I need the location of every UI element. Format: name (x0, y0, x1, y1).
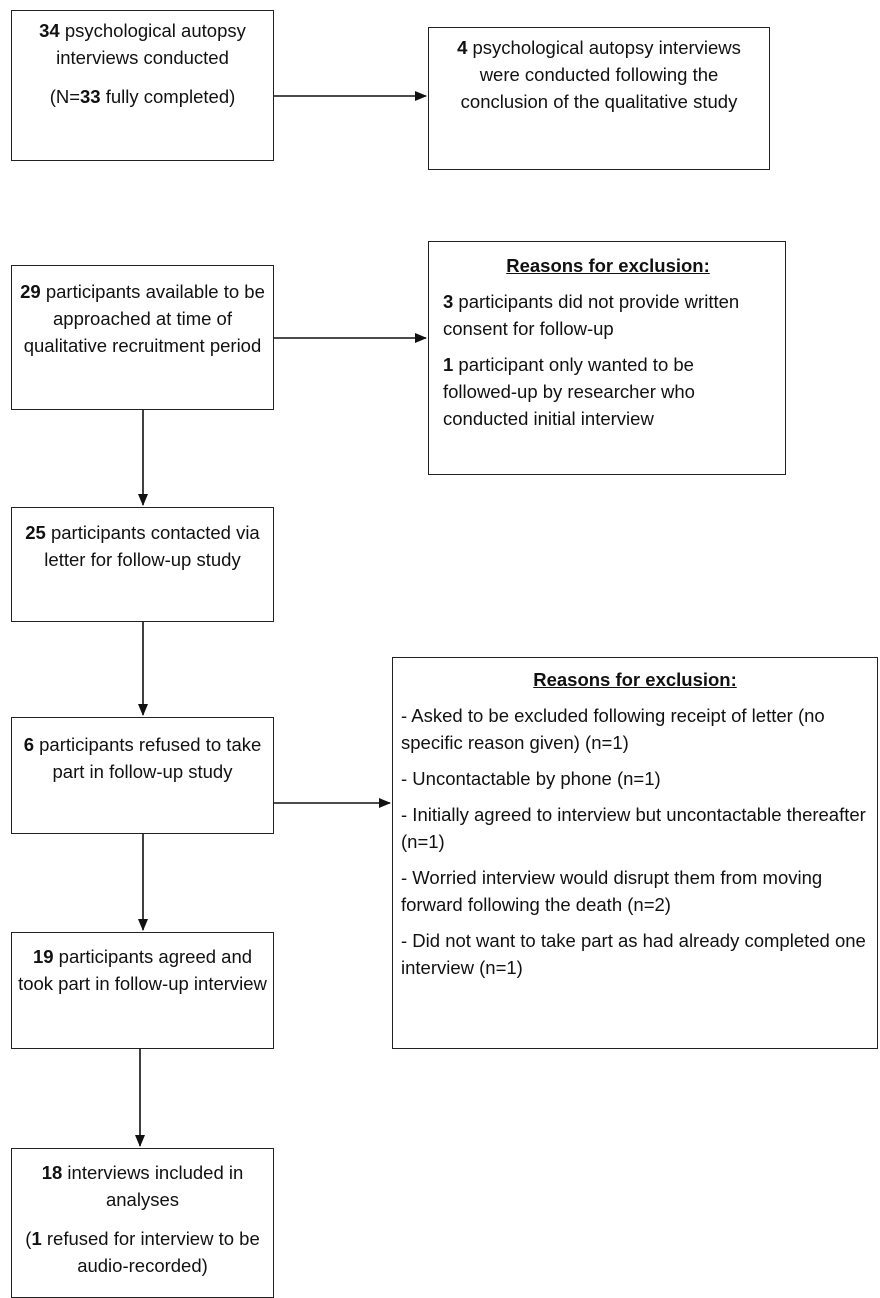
interviews-conducted-text: 34 psychological autopsy interviews cond… (39, 20, 246, 68)
exclusion-item: - Uncontactable by phone (n=1) (401, 768, 661, 789)
fully-completed-note: (N=33 fully completed) (49, 86, 236, 107)
exclusion-item: - Asked to be excluded following receipt… (401, 705, 825, 753)
interviews-included-text: 18 interviews included in analyses (41, 1162, 244, 1210)
exclusion-item: 1 participant only wanted to be followed… (443, 354, 695, 429)
post-study-interviews-text: 4 psychological autopsy interviews were … (457, 37, 741, 112)
audio-refusal-note: (1 refused for interview to be audio-rec… (25, 1228, 260, 1276)
exclusion-reasons-box-2: Reasons for exclusion: - Asked to be exc… (392, 657, 878, 1049)
count: 4 (457, 37, 468, 58)
interviews-included-box: 18 interviews included in analyses (1 re… (11, 1148, 274, 1298)
count: 1 (31, 1228, 42, 1249)
participants-contacted-box: 25 participants contacted via letter for… (11, 507, 274, 622)
exclusion-heading: Reasons for exclusion: (506, 255, 710, 276)
count: 19 (32, 946, 54, 967)
count: 29 (20, 281, 41, 302)
participants-refused-box: 6 participants refused to take part in f… (11, 717, 274, 834)
participants-available-text: 29 participants available to be approach… (20, 281, 265, 356)
count: 3 (443, 291, 454, 312)
interviews-conducted-box: 34 psychological autopsy interviews cond… (11, 10, 274, 161)
exclusion-item: - Initially agreed to interview but unco… (401, 804, 866, 852)
participants-agreed-text: 19 participants agreed and took part in … (18, 946, 267, 994)
participants-agreed-box: 19 participants agreed and took part in … (11, 932, 274, 1049)
count: 34 (39, 20, 60, 41)
participants-contacted-text: 25 participants contacted via letter for… (25, 522, 260, 570)
exclusion-item: - Did not want to take part as had alrea… (401, 930, 866, 978)
exclusion-item: 3 participants did not provide written c… (443, 291, 740, 339)
exclusion-item: - Worried interview would disrupt them f… (401, 867, 823, 915)
exclusion-heading: Reasons for exclusion: (533, 669, 737, 690)
count: 1 (443, 354, 454, 375)
participants-available-box: 29 participants available to be approach… (11, 265, 274, 410)
count: 18 (41, 1162, 63, 1183)
count: 6 (23, 734, 34, 755)
exclusion-reasons-box-1: Reasons for exclusion: 3 participants di… (428, 241, 786, 475)
post-study-interviews-box: 4 psychological autopsy interviews were … (428, 27, 770, 170)
participants-refused-text: 6 participants refused to take part in f… (23, 734, 262, 782)
count: 25 (25, 522, 46, 543)
count: 33 (80, 86, 101, 107)
